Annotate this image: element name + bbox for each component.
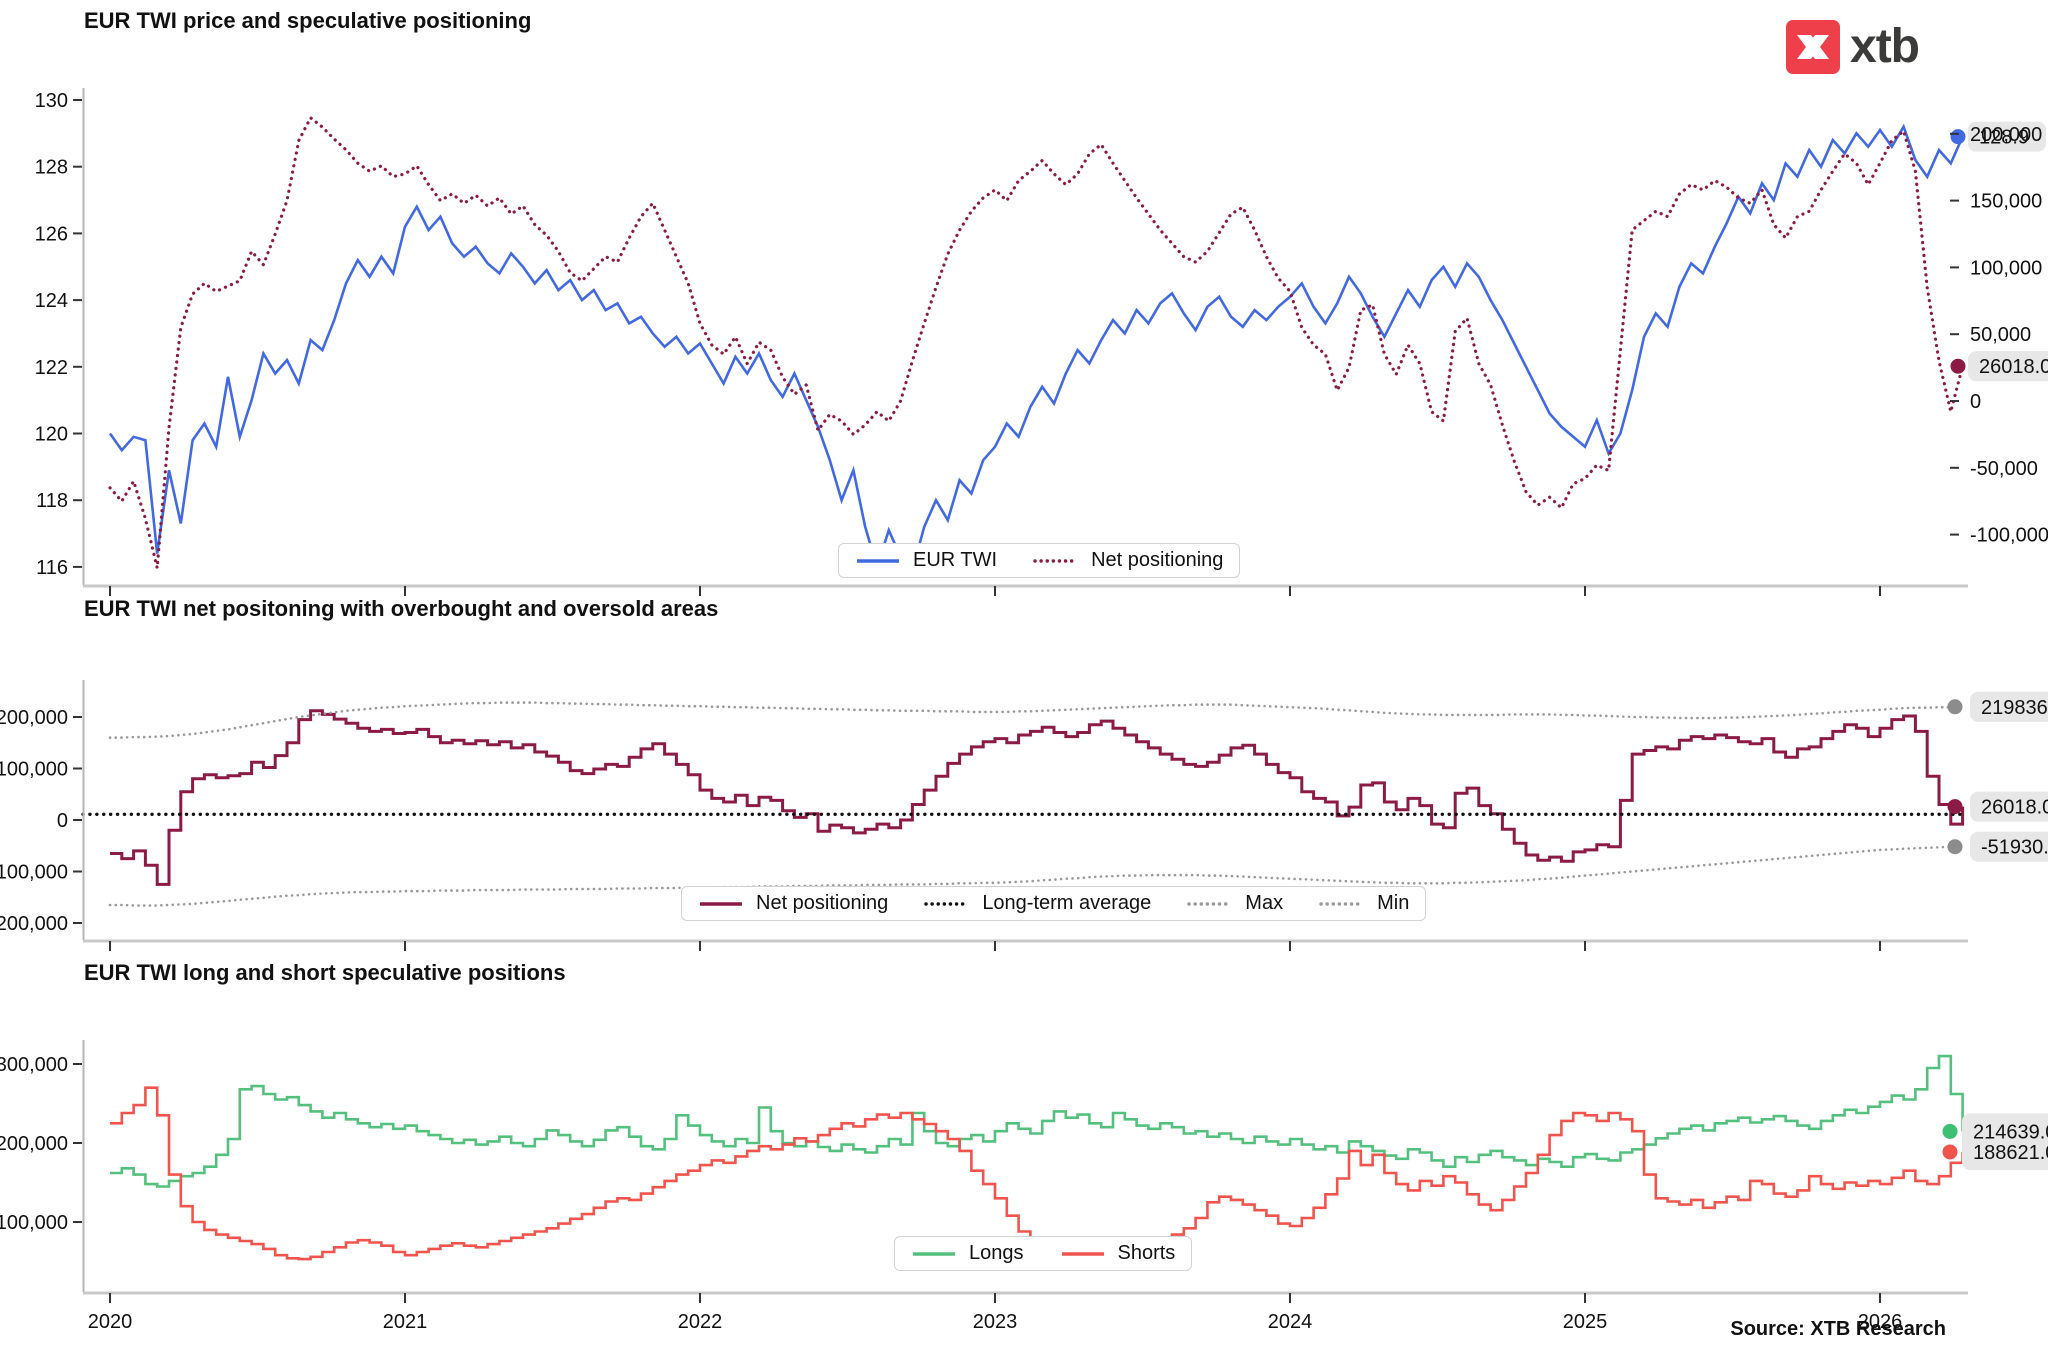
legend-item-long-term-average: Long-term average (924, 892, 1151, 915)
tick-label: 100,000 (0, 759, 68, 781)
tick-label: 2022 (678, 1311, 723, 1333)
legend-swatch-longs (913, 1251, 955, 1256)
series-eur-twi (108, 123, 1964, 573)
last-value-dot (1950, 129, 1966, 145)
legend-label: Longs (969, 1242, 1024, 1264)
xtb-logo-text: xtb (1850, 20, 1920, 73)
legend-item-eur-twi: EUR TWI (855, 549, 997, 572)
tick-label: 2024 (1268, 1311, 1313, 1333)
chart1-legend: EUR TWI Net positioning (838, 543, 1241, 578)
tick-label: 219836.0 (1981, 697, 2048, 719)
tick-label: 188621.0 (1973, 1142, 2048, 1164)
tick-label: 0 (1970, 391, 1981, 413)
tick-label: 100,000 (1970, 257, 2042, 279)
series-shorts (110, 1086, 1964, 1261)
tick-label: -100,000 (0, 862, 68, 884)
tick-label: 2023 (973, 1311, 1018, 1333)
legend-label: EUR TWI (913, 549, 998, 571)
tick-label: 200,000 (0, 707, 68, 729)
chart2-title: EUR TWI net positoning with overbought a… (84, 596, 719, 621)
series-net-positioning (108, 115, 1965, 569)
tick-label: 150,000 (1970, 191, 2042, 213)
legend-swatch-net-positioning (700, 901, 742, 906)
last-value-dot (1950, 358, 1966, 374)
series-min (108, 845, 1964, 907)
legend-label: Net positioning (756, 892, 889, 914)
tick-label: 2025 (1563, 1311, 1608, 1333)
tick-label: 122 (35, 357, 68, 379)
legend-item-net-positioning: Net positioning (1033, 549, 1223, 572)
tick-label: -51930.9 (1981, 837, 2048, 859)
tick-label: 2026 (1858, 1311, 1903, 1333)
tick-label: 100,000 (0, 1212, 68, 1234)
tick-label: -100,000 (1970, 525, 2048, 547)
tick-label: 118 (36, 490, 68, 512)
series-max (108, 701, 1964, 739)
legend-swatch-min (1319, 901, 1365, 906)
tick-label: 26018.0 (1979, 356, 2048, 378)
legend-label: Shorts (1117, 1242, 1176, 1264)
legend-label: Max (1245, 892, 1284, 914)
last-value-chip (1970, 691, 2048, 722)
last-value-chip (1968, 351, 2048, 382)
legend-swatch-net-positioning (1033, 558, 1079, 563)
legend-item-max: Max (1187, 892, 1283, 915)
source-note: Source: XTB Research (1730, 1318, 1946, 1340)
tick-label: 128.9 (1979, 127, 2029, 149)
tick-label: 50,000 (1970, 324, 2031, 346)
legend-item-net-positioning: Net positioning (698, 892, 888, 915)
chart2-legend: Net positioning Long-term average Max Min (681, 886, 1427, 921)
last-value-dot (1942, 1123, 1958, 1139)
legend-swatch-max (1187, 901, 1233, 906)
tick-label: 130 (35, 90, 68, 112)
last-value-chip (1970, 791, 2048, 822)
tick-label: 2021 (383, 1311, 428, 1333)
tick-label: 124 (35, 290, 68, 312)
tick-label: 128 (35, 157, 68, 179)
chart3-legend: Longs Shorts (894, 1236, 1193, 1271)
legend-swatch-shorts (1061, 1251, 1104, 1256)
series-longs (110, 1054, 1964, 1188)
xtb-logo: xtb (1786, 20, 1920, 74)
tick-label: 26018.0 (1981, 797, 2048, 819)
tick-label: 0 (57, 810, 68, 832)
series-net-positioning (110, 709, 1965, 886)
tick-label: 2020 (88, 1311, 133, 1333)
last-value-chip (1968, 121, 2046, 152)
legend-label: Net positioning (1091, 549, 1224, 571)
legend-item-longs: Longs (911, 1242, 1024, 1265)
last-value-dot (1947, 799, 1963, 815)
xtb-logo-icon (1786, 20, 1840, 74)
legend-item-min: Min (1319, 892, 1409, 915)
tick-label: 214639.0 (1973, 1121, 2048, 1143)
chart1-title: EUR TWI price and speculative positionin… (84, 8, 532, 33)
tick-label: 126 (35, 223, 68, 245)
tick-label: 120 (35, 424, 68, 446)
tick-label: -50,000 (1970, 458, 2038, 480)
legend-swatch-long-term-average (924, 901, 971, 906)
chart3-title: EUR TWI long and short speculative posit… (84, 960, 566, 985)
last-value-chip (1970, 831, 2048, 862)
last-value-dot (1947, 699, 1963, 715)
last-value-dot (1947, 839, 1963, 855)
tick-label: -200,000 (0, 913, 68, 935)
tick-label: 300,000 (0, 1054, 68, 1076)
tick-label: 200,000 (1970, 124, 2042, 146)
tick-label: 116 (36, 557, 68, 579)
last-value-dot (1942, 1144, 1958, 1160)
legend-label: Min (1377, 892, 1410, 914)
last-value-chip (1962, 1113, 2048, 1170)
legend-item-shorts: Shorts (1060, 1242, 1176, 1265)
legend-swatch-eur-twi (857, 558, 899, 563)
tick-label: 200,000 (0, 1133, 68, 1155)
legend-label: Long-term average (982, 892, 1152, 914)
